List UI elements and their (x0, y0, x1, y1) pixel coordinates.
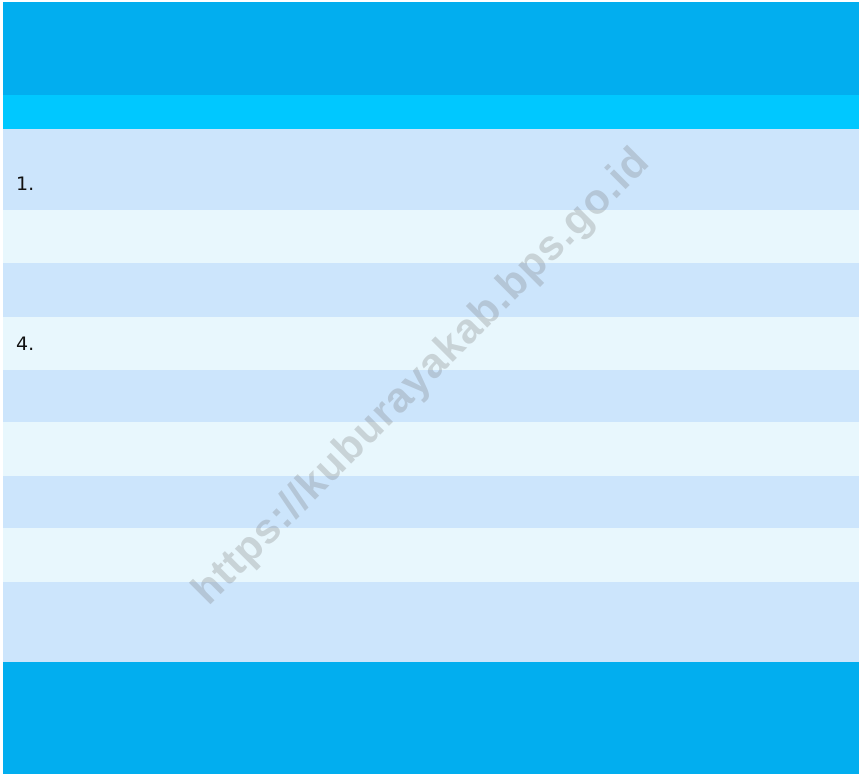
row-number: 1. (16, 173, 35, 195)
subheader-band (3, 95, 859, 129)
footer-band (3, 662, 859, 774)
row (3, 476, 859, 528)
row (3, 210, 859, 263)
row (3, 528, 859, 582)
header-band (3, 2, 859, 95)
row (3, 263, 859, 317)
row (3, 317, 859, 370)
row (3, 422, 859, 476)
row (3, 582, 859, 662)
row-number: 4. (16, 333, 35, 355)
row (3, 129, 859, 210)
row (3, 370, 859, 422)
